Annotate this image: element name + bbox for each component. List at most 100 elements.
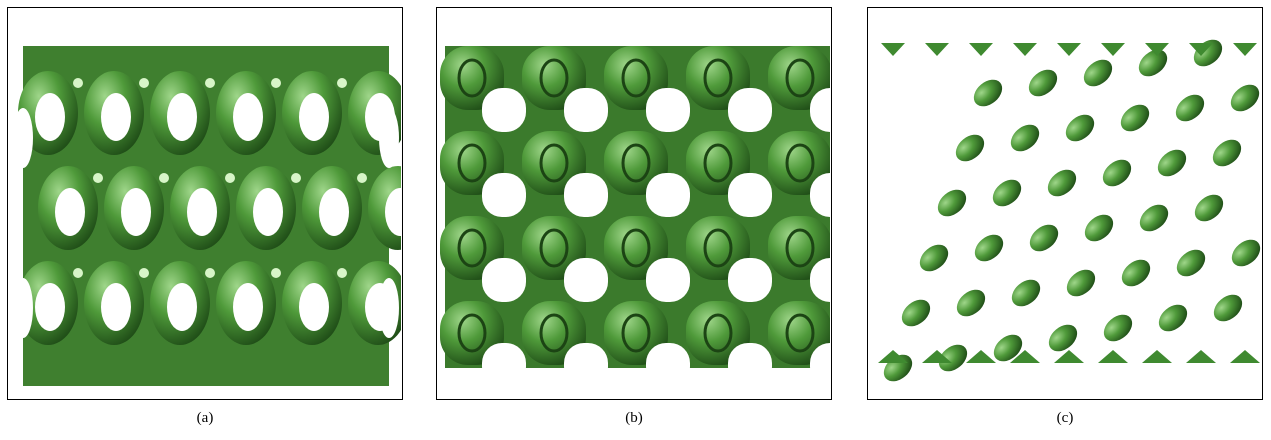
surface-render xyxy=(13,46,401,386)
tube xyxy=(919,244,949,272)
hole xyxy=(233,93,263,141)
highlight xyxy=(73,78,83,88)
tube xyxy=(1158,304,1188,332)
ring xyxy=(703,228,733,268)
highlight xyxy=(139,78,149,88)
caption: (c) xyxy=(1056,410,1074,426)
tube xyxy=(1011,279,1041,307)
tube xyxy=(1084,214,1114,242)
edge-gap xyxy=(13,278,33,338)
cone xyxy=(1233,43,1257,56)
hole xyxy=(646,258,690,302)
hole xyxy=(810,173,830,217)
cone xyxy=(1101,43,1125,56)
hole xyxy=(35,93,65,141)
highlight xyxy=(337,268,347,278)
panel-c xyxy=(867,7,1263,400)
tube xyxy=(1029,224,1059,252)
hole xyxy=(810,88,830,132)
ring xyxy=(785,58,815,98)
tube xyxy=(1138,49,1168,77)
cone xyxy=(1054,350,1084,363)
cone xyxy=(1230,350,1260,363)
tube xyxy=(938,344,968,372)
ring xyxy=(457,228,487,268)
ring xyxy=(785,228,815,268)
cell xyxy=(768,216,830,280)
highlight xyxy=(159,173,169,183)
tube xyxy=(1213,294,1243,322)
tube xyxy=(1048,324,1078,352)
hole xyxy=(728,88,772,132)
hole xyxy=(810,258,830,302)
panel-a xyxy=(7,7,403,400)
ring xyxy=(703,58,733,98)
tube xyxy=(1157,149,1187,177)
cone xyxy=(1189,43,1213,56)
ring xyxy=(457,58,487,98)
surface-render xyxy=(878,39,1261,382)
cell xyxy=(768,301,830,365)
ring xyxy=(703,143,733,183)
ring xyxy=(785,143,815,183)
highlight xyxy=(271,78,281,88)
tube xyxy=(1103,314,1133,342)
hole xyxy=(728,258,772,302)
hole xyxy=(646,88,690,132)
highlight xyxy=(73,268,83,278)
tube xyxy=(1176,249,1206,277)
ring xyxy=(621,228,651,268)
tube xyxy=(973,79,1003,107)
hole xyxy=(121,188,151,236)
edge-gap xyxy=(379,108,399,168)
ring xyxy=(539,228,569,268)
hole xyxy=(319,188,349,236)
hole xyxy=(482,88,526,132)
tube xyxy=(992,179,1022,207)
highlight xyxy=(271,268,281,278)
highlight xyxy=(337,78,347,88)
tube xyxy=(974,234,1004,262)
edge-gap xyxy=(13,108,33,168)
ring xyxy=(539,143,569,183)
cone xyxy=(881,43,905,56)
ring xyxy=(621,143,651,183)
hole xyxy=(564,258,608,302)
edge-gap xyxy=(379,278,399,338)
tube xyxy=(901,299,931,327)
highlight xyxy=(205,268,215,278)
ring xyxy=(539,313,569,353)
cone xyxy=(966,350,996,363)
hole xyxy=(35,283,65,331)
surface-render xyxy=(440,46,830,387)
tube xyxy=(1193,39,1223,67)
highlight xyxy=(291,173,301,183)
cone xyxy=(1186,350,1216,363)
highlight xyxy=(93,173,103,183)
cone xyxy=(1145,43,1169,56)
highlight xyxy=(357,173,367,183)
tube xyxy=(1120,104,1150,132)
highlight xyxy=(139,268,149,278)
cone xyxy=(925,43,949,56)
ring xyxy=(785,313,815,353)
cone xyxy=(1142,350,1172,363)
hole xyxy=(646,173,690,217)
caption: (b) xyxy=(625,410,643,426)
tube xyxy=(937,189,967,217)
hole xyxy=(233,283,263,331)
tube xyxy=(956,289,986,317)
ring xyxy=(457,143,487,183)
tube xyxy=(955,134,985,162)
hole xyxy=(385,188,401,236)
hole xyxy=(564,88,608,132)
hole xyxy=(482,258,526,302)
cell xyxy=(768,46,830,110)
highlight xyxy=(205,78,215,88)
cone xyxy=(1057,43,1081,56)
hole xyxy=(253,188,283,236)
hole xyxy=(564,343,608,387)
hole xyxy=(728,343,772,387)
tube xyxy=(1066,269,1096,297)
cone xyxy=(1098,350,1128,363)
